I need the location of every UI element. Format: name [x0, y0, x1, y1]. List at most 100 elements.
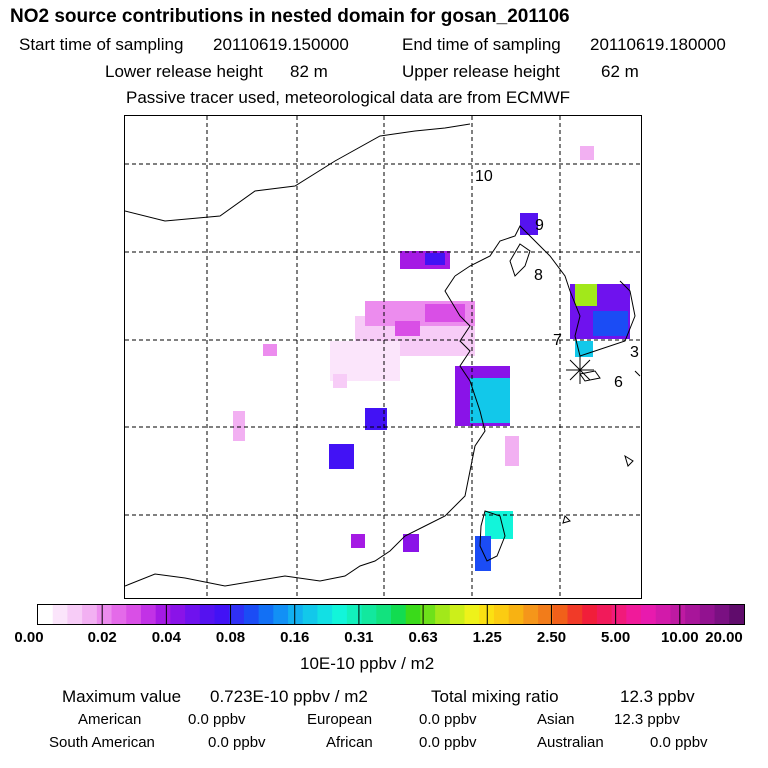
plume-cell — [425, 304, 465, 322]
colorbar-swatch — [508, 605, 524, 624]
region-label: American — [78, 711, 142, 728]
colorbar-swatch — [346, 605, 363, 624]
colorbar-swatch — [670, 605, 686, 624]
colorbar-swatch — [582, 605, 598, 624]
region-value: 0.0 ppbv — [650, 734, 708, 751]
colorbar-swatch — [376, 605, 392, 624]
colorbar-swatch — [38, 605, 54, 624]
colorbar-tick-label: 0.31 — [344, 629, 374, 646]
colorbar-tick-label: 0.00 — [14, 629, 44, 646]
colorbar-swatch — [52, 605, 69, 624]
colorbar-swatch — [391, 605, 407, 624]
plume-cell — [580, 146, 594, 160]
total-mixing-value: 12.3 ppbv — [620, 687, 695, 706]
colorbar-swatch — [685, 605, 701, 624]
total-mixing-label: Total mixing ratio — [431, 687, 559, 706]
colorbar-tick-label: 0.63 — [408, 629, 438, 646]
colorbar-swatch — [332, 605, 348, 624]
plume-cell — [395, 321, 420, 336]
colorbar-swatch — [567, 605, 583, 624]
plume-cell — [520, 213, 538, 235]
coastlines — [125, 123, 641, 587]
region-label: Asian — [537, 711, 575, 728]
site-label-10: 10 — [475, 168, 493, 185]
region-value: 0.0 ppbv — [419, 734, 477, 751]
colorbar-tick-label: 20.00 — [705, 629, 743, 646]
colorbar-swatch — [449, 605, 466, 624]
site-label-8: 8 — [534, 267, 543, 284]
map-panel: 10 9 8 7 3 6 — [124, 115, 642, 599]
colorbar-tick-label: 0.08 — [215, 629, 246, 646]
plume-cell — [263, 344, 277, 356]
colorbar — [37, 604, 745, 625]
colorbar-tick-label: 0.02 — [87, 629, 117, 646]
colorbar-tick-label: 2.50 — [536, 629, 567, 646]
colorbar-swatch — [96, 605, 113, 624]
colorbar-swatch — [361, 605, 377, 624]
colorbar-svg — [38, 605, 744, 624]
plume-cell — [403, 534, 419, 552]
colorbar-swatch — [199, 605, 216, 624]
plume-cell — [593, 311, 628, 336]
colorbar-tick-label: 0.04 — [151, 629, 181, 646]
colorbar-tick-label: 10.00 — [661, 629, 699, 646]
start-time-label: Start time of sampling — [19, 35, 184, 54]
colorbar-swatch — [67, 605, 83, 624]
graticule — [125, 116, 641, 598]
max-value-label: Maximum value — [62, 687, 182, 706]
colorbar-swatch — [493, 605, 510, 624]
colorbar-swatch — [714, 605, 730, 624]
colorbar-swatch — [302, 605, 319, 624]
upper-height-value: 62 m — [601, 62, 639, 81]
colorbar-swatch — [317, 605, 333, 624]
colorbar-unit: 10E-10 ppbv / m2 — [300, 654, 435, 673]
plume-cell — [333, 374, 347, 388]
colorbar-swatch — [420, 605, 436, 624]
map-svg — [125, 116, 641, 598]
colorbar-swatch — [435, 605, 451, 624]
end-time-value: 20110619.180000 — [590, 35, 726, 54]
colorbar-swatch — [155, 605, 171, 624]
colorbar-swatch — [552, 605, 569, 624]
data-note: Passive tracer used, meteorological data… — [126, 88, 571, 107]
site-label-3: 3 — [630, 344, 639, 361]
chart-title: NO2 source contributions in nested domai… — [10, 6, 570, 27]
site-label-9: 9 — [535, 217, 544, 234]
colorbar-swatch — [641, 605, 657, 624]
colorbar-swatch — [596, 605, 613, 624]
region-value: 0.0 ppbv — [419, 711, 477, 728]
colorbar-swatch — [243, 605, 260, 624]
colorbar-tick-label: 0.16 — [280, 629, 310, 646]
colorbar-tick-label: 1.25 — [472, 629, 502, 646]
plume-cell — [425, 253, 445, 265]
colorbar-swatch — [523, 605, 539, 624]
lower-height-label: Lower release height — [105, 62, 263, 81]
start-time-value: 20110619.150000 — [213, 35, 349, 54]
region-label: European — [307, 711, 373, 728]
plume-cell — [575, 284, 597, 306]
upper-height-label: Upper release height — [402, 62, 560, 81]
colorbar-swatch — [464, 605, 480, 624]
region-value: 0.0 ppbv — [208, 734, 266, 751]
colorbar-swatch — [405, 605, 422, 624]
colorbar-swatch — [214, 605, 230, 624]
colorbar-tick-label: 5.00 — [601, 629, 631, 646]
plume-cell — [365, 408, 387, 430]
colorbar-swatch — [288, 605, 304, 624]
region-label: African — [326, 734, 373, 751]
concentration-field — [233, 146, 630, 571]
colorbar-swatch — [699, 605, 716, 624]
region-value: 0.0 ppbv — [188, 711, 246, 728]
colorbar-swatch — [729, 605, 744, 624]
colorbar-swatch — [140, 605, 157, 624]
colorbar-swatch — [258, 605, 274, 624]
site-label-6: 6 — [614, 374, 623, 391]
plume-cell — [505, 436, 519, 466]
site-label-7: 7 — [553, 332, 562, 349]
receptor-marker — [566, 356, 594, 384]
lower-height-value: 82 m — [290, 62, 328, 81]
plume-cell — [351, 534, 365, 548]
max-value: 0.723E-10 ppbv / m2 — [210, 687, 368, 706]
colorbar-swatch — [185, 605, 201, 624]
colorbar-swatch — [626, 605, 642, 624]
